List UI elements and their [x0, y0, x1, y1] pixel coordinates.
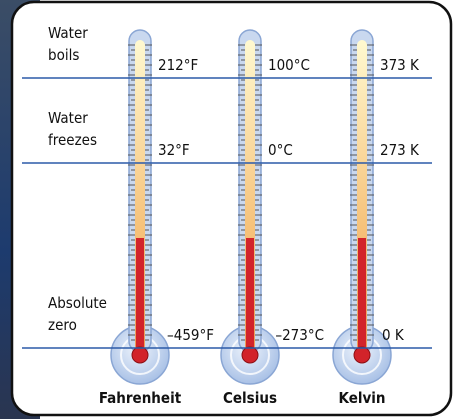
- mercury: [136, 238, 144, 353]
- row-label: Absolute: [48, 294, 107, 312]
- reading: 32°F: [158, 141, 190, 159]
- scale-name: Kelvin: [339, 389, 386, 407]
- mercury: [358, 238, 366, 353]
- panel: [10, 0, 453, 417]
- row-label: Water: [48, 24, 88, 42]
- reading: 0 K: [382, 326, 405, 344]
- reading: –459°F: [167, 326, 214, 344]
- reading: 100°C: [268, 56, 310, 74]
- reading: 0°C: [268, 141, 293, 159]
- reading: 212°F: [158, 56, 198, 74]
- mercury: [246, 238, 254, 353]
- mercury-bulb: [353, 346, 371, 364]
- row-label: zero: [48, 316, 77, 334]
- row-label: boils: [48, 46, 79, 64]
- reading: 373 K: [380, 56, 420, 74]
- scale-name: Celsius: [223, 389, 277, 407]
- reading: –273°C: [275, 326, 324, 344]
- reading: 273 K: [380, 141, 420, 159]
- scale-name: Fahrenheit: [99, 389, 182, 407]
- mercury-bulb: [131, 346, 149, 364]
- content: Fahrenheit 212°F 32°F –459°F Celsius 100°C 0°C…: [22, 24, 432, 407]
- row-label: Water: [48, 109, 88, 127]
- mercury-bulb: [241, 346, 259, 364]
- row-label: freezes: [48, 131, 97, 149]
